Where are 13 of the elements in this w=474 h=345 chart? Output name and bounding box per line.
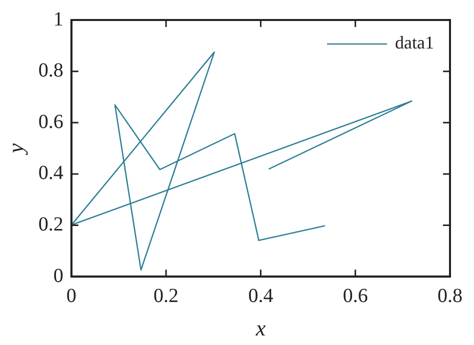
y-tick-label: 0 bbox=[53, 264, 64, 287]
y-tick-label: 0.4 bbox=[38, 162, 64, 184]
y-tick-label: 0.2 bbox=[38, 214, 64, 236]
x-tick-label: 0.4 bbox=[248, 284, 274, 307]
x-axis-title: x bbox=[254, 316, 266, 341]
x-tick-label: 0.6 bbox=[342, 284, 368, 307]
x-tick-label: 0.2 bbox=[154, 284, 179, 307]
y-axis-title: y bbox=[2, 143, 28, 156]
y-tick-label: 0.8 bbox=[38, 60, 64, 82]
y-tick-label: 0.6 bbox=[38, 110, 64, 133]
x-tick-label: 0.8 bbox=[438, 284, 462, 307]
y-tick-label: 1 bbox=[53, 8, 64, 30]
legend-label: data1 bbox=[395, 32, 434, 53]
